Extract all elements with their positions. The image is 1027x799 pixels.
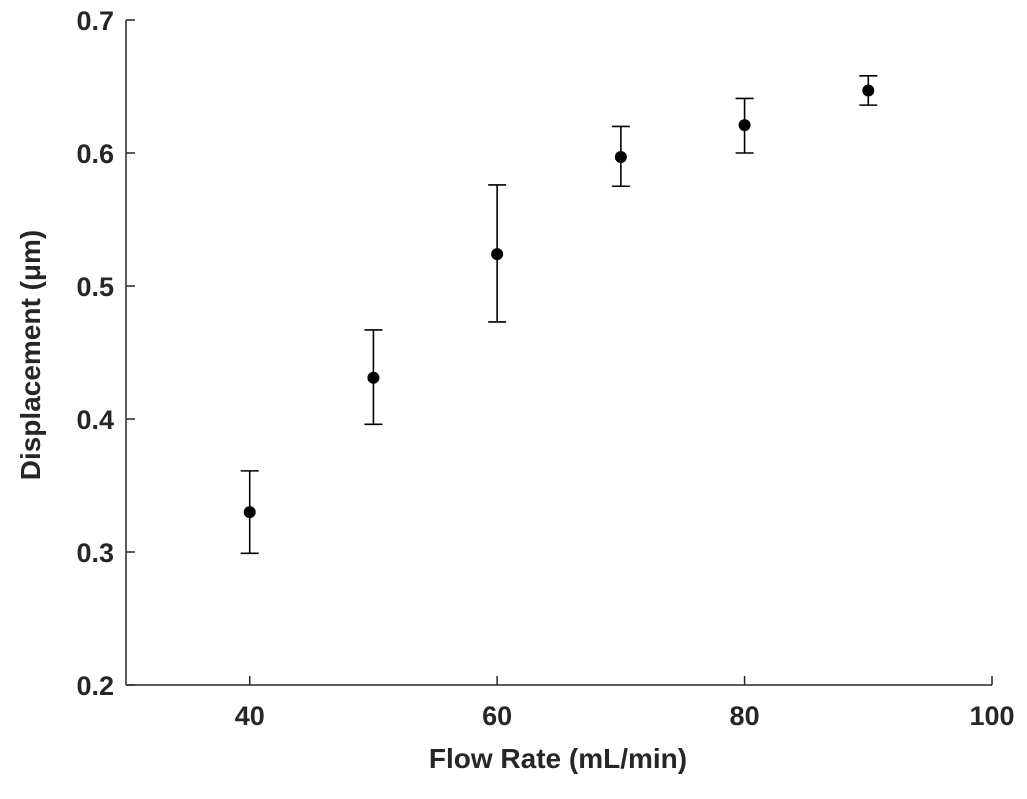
data-point [243, 506, 256, 519]
data-point-group [859, 75, 878, 106]
x-tick-label: 40 [235, 701, 265, 731]
data-point [738, 119, 751, 132]
y-tick-label: 0.5 [76, 272, 114, 302]
y-tick-label: 0.7 [76, 6, 114, 36]
y-tick-label: 0.3 [76, 538, 114, 568]
x-tick-label: 80 [730, 701, 760, 731]
data-layer [240, 75, 878, 555]
data-point-group [240, 470, 259, 555]
data-point-group [488, 184, 507, 323]
x-tick-label: 60 [482, 701, 512, 731]
data-point [862, 84, 875, 97]
y-axis-label: Displacement (μm) [15, 230, 46, 481]
data-point [614, 150, 627, 163]
data-point-group [364, 329, 383, 426]
y-tick-label: 0.2 [76, 671, 114, 701]
data-point [367, 371, 380, 384]
data-point-group [735, 97, 754, 154]
y-tick-label: 0.6 [76, 139, 114, 169]
y-tick-label: 0.4 [76, 405, 114, 435]
axes: 0.2 0.3 0.4 0.5 0.6 0.7 40 60 80 100 [76, 6, 1014, 731]
data-point [491, 248, 504, 261]
data-point-group [611, 125, 630, 188]
x-axis-label: Flow Rate (mL/min) [429, 743, 687, 774]
x-tick-label: 100 [969, 701, 1014, 731]
